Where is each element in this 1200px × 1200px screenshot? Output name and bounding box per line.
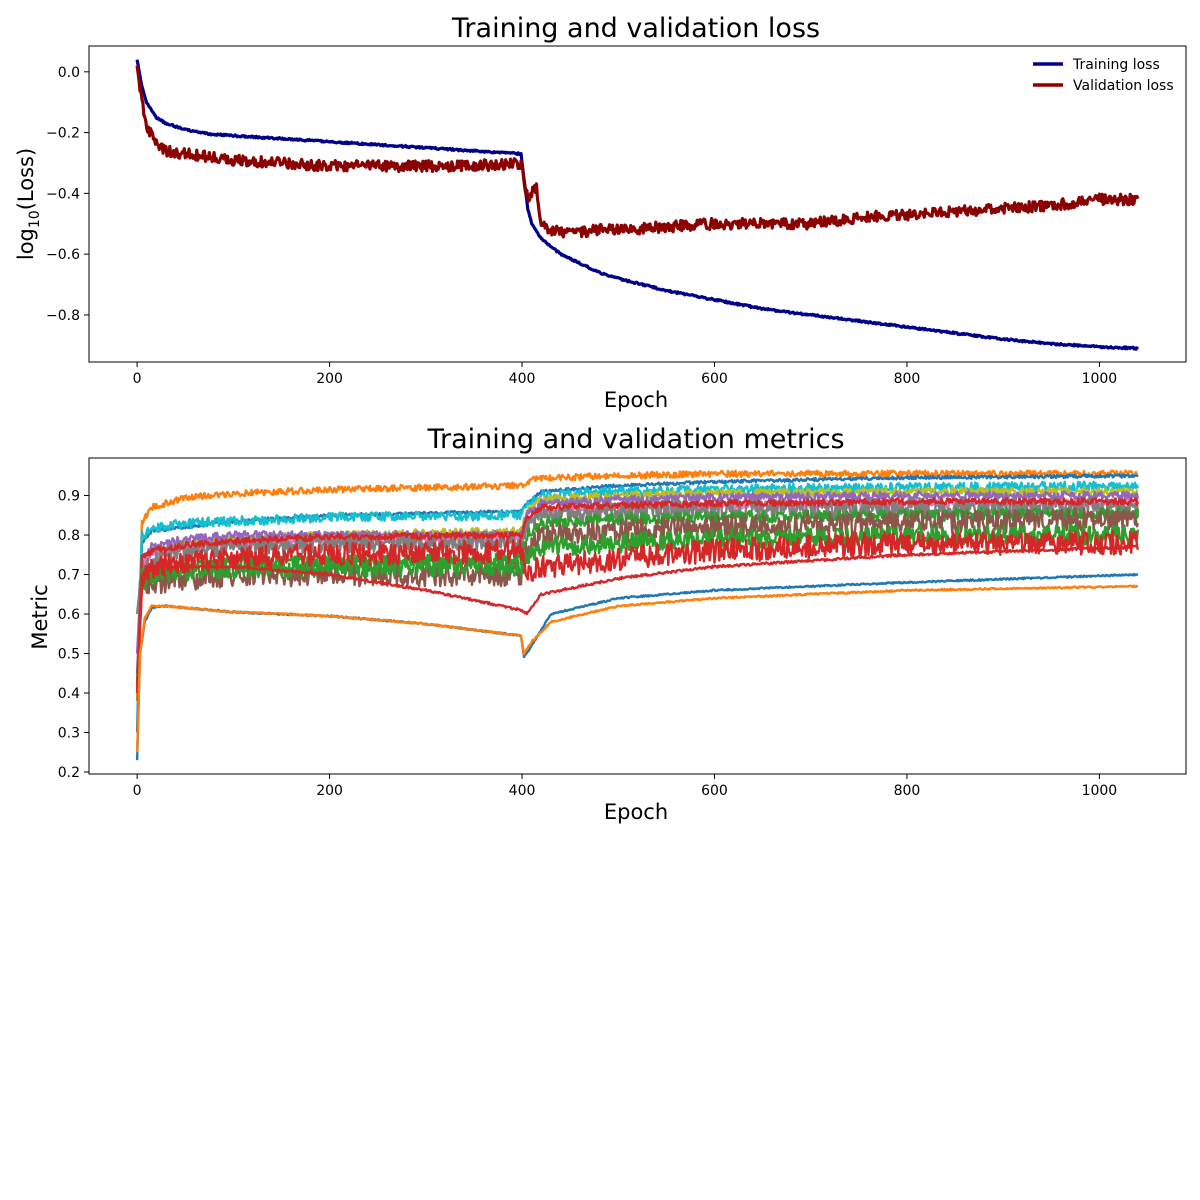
metrics-y-tick-label: 0.2: [58, 765, 80, 781]
metrics-axes-frame: [88, 457, 1187, 775]
metrics-x-tick-label: 0: [133, 783, 142, 799]
loss-y-tick-label: 0.0: [58, 65, 80, 81]
loss-chart: Training and validation loss 0 200 400 600 8…: [14, 13, 1187, 412]
metrics-series-line-12: [135, 544, 1139, 694]
metrics-y-tick-label: 0.7: [58, 568, 80, 584]
metrics-x-ticks: 0 200 400 600 800 1000: [133, 774, 1118, 799]
loss-x-tick-label: 0: [133, 371, 142, 387]
loss-x-tick-label: 800: [894, 371, 921, 387]
loss-plot-area: [135, 59, 1140, 351]
metrics-y-tick-label: 0.4: [58, 686, 80, 702]
loss-x-tick-label: 400: [509, 371, 536, 387]
metrics-x-tick-label: 600: [701, 783, 728, 799]
metrics-chart: Training and validation metrics 0 200 400 6…: [28, 424, 1187, 824]
metrics-series-line-2: [135, 480, 1140, 694]
loss-x-tick-label: 600: [701, 371, 728, 387]
loss-y-tick-label: −0.8: [46, 308, 80, 324]
legend-label-0: Training loss: [1072, 57, 1160, 73]
loss-y-axis-label: log10(Loss): [14, 148, 43, 260]
metrics-x-tick-label: 400: [509, 783, 536, 799]
loss-y-tick-label: −0.6: [46, 247, 80, 263]
loss-axes-frame: [88, 45, 1187, 363]
loss-series-line-0: [135, 59, 1140, 351]
metrics-series-line-14: [135, 584, 1139, 753]
metrics-x-axis-label: Epoch: [604, 800, 668, 824]
loss-y-tick-label: −0.2: [46, 126, 80, 142]
loss-legend: Training loss Validation loss: [1033, 57, 1174, 94]
metrics-y-tick-label: 0.5: [58, 647, 80, 663]
metrics-x-tick-label: 1000: [1082, 783, 1118, 799]
metrics-chart-title: Training and validation metrics: [426, 424, 844, 455]
metrics-y-tick-label: 0.8: [58, 528, 80, 544]
metrics-y-tick-label: 0.3: [58, 726, 80, 742]
loss-y-ticks: 0.0 −0.2 −0.4 −0.6 −0.8: [46, 65, 89, 324]
metrics-series-line-9: [135, 507, 1140, 674]
metrics-x-tick-label: 800: [894, 783, 921, 799]
metrics-x-tick-label: 200: [316, 783, 343, 799]
loss-x-tick-label: 1000: [1082, 371, 1118, 387]
loss-x-ticks: 0 200 400 600 800 1000: [133, 362, 1118, 387]
metrics-plot-area: [135, 469, 1140, 761]
loss-series-line-1: [135, 65, 1140, 239]
metrics-y-axis-label: Metric: [28, 584, 52, 649]
loss-x-axis-label: Epoch: [604, 388, 668, 412]
legend-label-1: Validation loss: [1073, 78, 1174, 94]
metrics-series-line-7: [135, 497, 1140, 686]
metrics-y-tick-label: 0.6: [58, 607, 80, 623]
loss-chart-title: Training and validation loss: [451, 13, 820, 44]
metrics-series-line-11: [135, 530, 1140, 694]
metrics-y-ticks: 0.2 0.3 0.4 0.5 0.6 0.7 0.8 0.9: [58, 489, 89, 781]
metrics-y-tick-label: 0.9: [58, 489, 80, 505]
loss-y-tick-label: −0.4: [46, 186, 80, 202]
loss-x-tick-label: 200: [316, 371, 343, 387]
